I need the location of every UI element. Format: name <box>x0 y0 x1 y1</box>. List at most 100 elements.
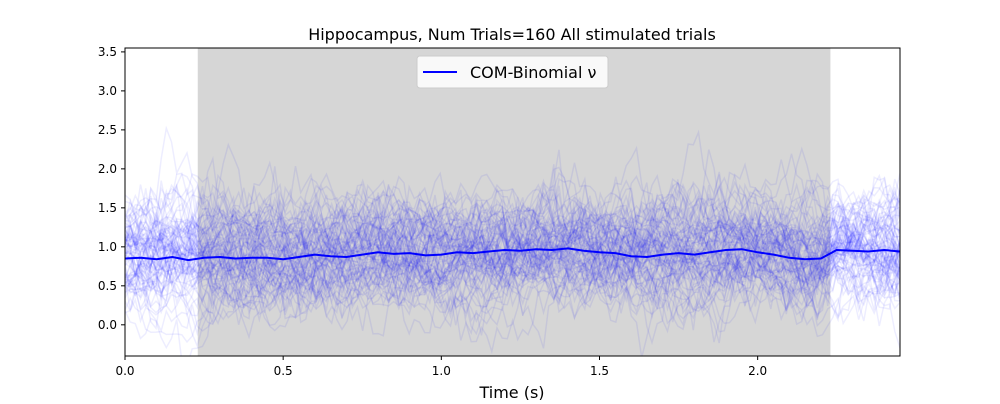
trial-trace <box>125 233 900 302</box>
trial-trace <box>125 201 900 296</box>
trial-trace <box>125 125 900 303</box>
trial-traces <box>125 125 900 356</box>
trial-trace <box>125 216 900 283</box>
trial-trace <box>125 254 900 332</box>
x-tick-label: 1.0 <box>432 364 451 378</box>
y-axis: 0.0 0.5 1.0 1.5 2.0 2.5 3.0 3.5 <box>98 45 125 332</box>
trial-trace <box>125 212 900 289</box>
trial-trace <box>125 184 900 356</box>
trial-trace <box>125 247 900 338</box>
y-tick-label: 0.0 <box>98 318 117 332</box>
x-tick-label: 0.5 <box>274 364 293 378</box>
y-tick-label: 2.5 <box>98 123 117 137</box>
trial-trace <box>125 193 900 334</box>
trial-trace <box>125 212 900 326</box>
trial-trace <box>125 159 900 285</box>
trial-trace <box>125 212 900 337</box>
y-tick-label: 1.5 <box>98 201 117 215</box>
x-tick-label: 2.0 <box>748 364 767 378</box>
x-axis-label: Time (s) <box>478 383 544 400</box>
trial-trace <box>125 220 900 280</box>
legend-label: COM-Binomial ν <box>470 63 596 82</box>
trial-trace <box>125 173 900 244</box>
trial-trace <box>125 206 900 265</box>
trial-trace <box>125 225 900 340</box>
trial-trace <box>125 186 900 253</box>
trial-trace <box>125 235 900 304</box>
trial-trace <box>125 183 900 279</box>
y-tick-label: 3.0 <box>98 84 117 98</box>
trial-trace <box>125 201 900 270</box>
trial-trace <box>125 198 900 349</box>
trial-trace <box>125 244 900 312</box>
trial-trace <box>125 186 900 282</box>
trial-trace <box>125 216 900 344</box>
legend-box <box>416 55 609 89</box>
plot-area <box>124 47 901 357</box>
trial-trace <box>125 201 900 274</box>
trial-trace <box>125 240 900 312</box>
trial-trace <box>125 232 900 289</box>
plot-frame <box>124 47 901 357</box>
trial-trace <box>125 233 900 323</box>
trial-trace <box>125 149 900 288</box>
trial-trace <box>125 224 900 292</box>
trial-trace <box>125 209 900 331</box>
trial-trace <box>125 203 900 331</box>
trial-trace <box>125 204 900 325</box>
trial-trace <box>125 176 900 299</box>
trial-trace <box>125 205 900 315</box>
trial-trace <box>125 184 900 323</box>
y-tick-label: 0.5 <box>98 279 117 293</box>
trial-trace <box>125 142 900 322</box>
trial-trace <box>125 207 900 309</box>
trial-trace <box>125 234 900 344</box>
trial-trace <box>125 222 900 307</box>
trial-trace <box>125 221 900 325</box>
trial-trace <box>125 186 900 303</box>
trial-trace <box>125 179 900 294</box>
trial-trace <box>125 220 900 304</box>
trial-trace <box>125 208 900 308</box>
trial-trace <box>125 190 900 296</box>
trial-trace <box>125 202 900 296</box>
trial-trace <box>125 173 900 299</box>
trial-trace <box>125 184 900 296</box>
trial-trace <box>125 202 900 321</box>
chart-title: Hippocampus, Num Trials=160 All stimulat… <box>308 25 716 44</box>
y-tick-label: 2.0 <box>98 162 117 176</box>
trial-trace <box>125 202 900 300</box>
trial-trace <box>125 183 900 300</box>
trial-trace <box>125 195 900 336</box>
trial-trace <box>125 196 900 298</box>
trial-trace <box>125 205 900 303</box>
x-axis: 0.0 0.5 1.0 1.5 2.0 <box>115 356 767 378</box>
y-tick-label: 3.5 <box>98 45 117 59</box>
trial-trace <box>125 196 900 290</box>
trial-trace <box>125 206 900 266</box>
x-tick-label: 0.0 <box>115 364 134 378</box>
trial-trace <box>125 196 900 343</box>
y-tick-label: 1.0 <box>98 240 117 254</box>
trial-trace <box>125 175 900 271</box>
series-line-com-binomial <box>125 247 900 262</box>
trial-trace <box>125 202 900 259</box>
trial-trace <box>125 129 900 295</box>
stimulation-shaded-region <box>197 48 831 356</box>
trial-trace <box>125 177 900 251</box>
trial-trace <box>125 171 900 292</box>
x-tick-label: 1.5 <box>590 364 609 378</box>
trial-trace <box>125 173 900 283</box>
trial-trace <box>125 145 900 276</box>
trial-trace <box>125 149 900 327</box>
trial-trace <box>125 182 900 299</box>
legend: COM-Binomial ν <box>416 55 609 89</box>
trial-trace <box>125 183 900 282</box>
trial-trace <box>125 230 900 298</box>
trial-trace <box>125 173 900 300</box>
trial-trace <box>125 146 900 274</box>
trial-trace <box>125 184 900 319</box>
trial-trace <box>125 226 900 315</box>
